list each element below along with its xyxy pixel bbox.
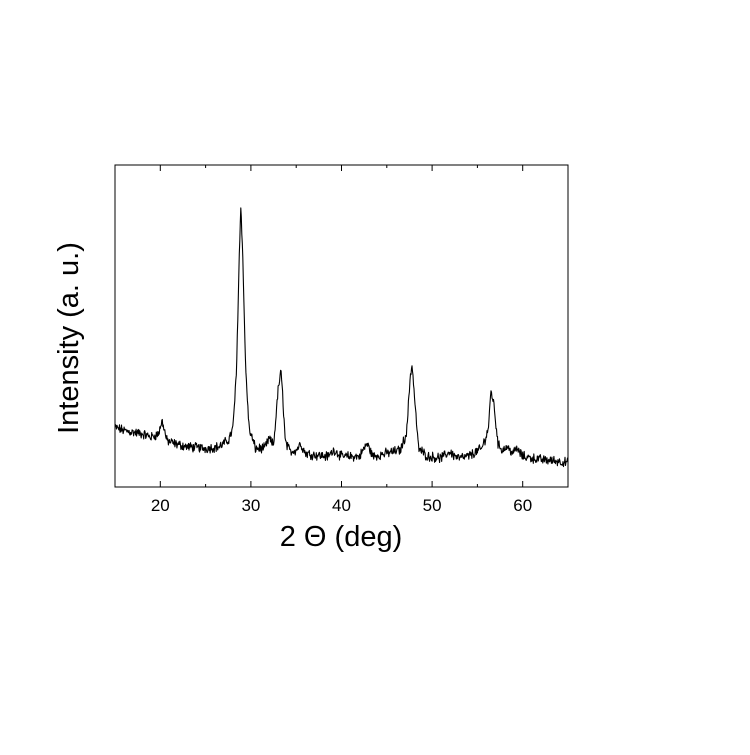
x-axis-ticks	[114, 165, 569, 487]
x-tick-label: 50	[423, 496, 442, 515]
x-axis-label: 2 Θ (deg)	[280, 521, 403, 553]
x-tick-label: 40	[332, 496, 351, 515]
plot-frame	[114, 164, 569, 488]
y-axis-label: Intensity (a. u.)	[53, 242, 85, 434]
x-axis-tick-labels: 20 30 40 50 60	[151, 496, 532, 515]
xrd-series-line	[114, 207, 569, 468]
x-tick-label: 30	[241, 496, 260, 515]
x-tick-label: 60	[513, 496, 532, 515]
x-tick-label: 20	[151, 496, 170, 515]
